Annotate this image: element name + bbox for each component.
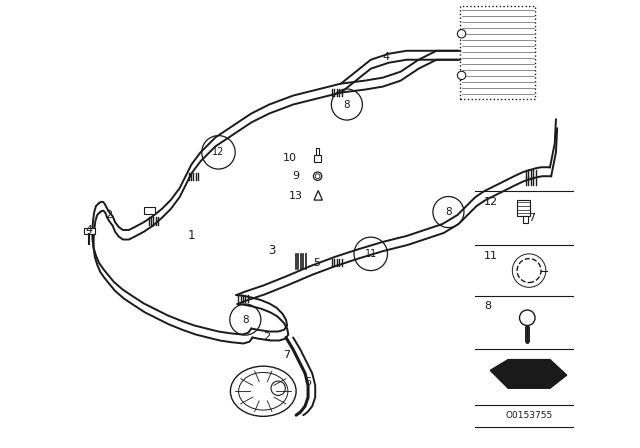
Polygon shape — [490, 360, 566, 388]
Bar — [517, 199, 531, 216]
Text: 7: 7 — [529, 213, 536, 223]
Text: 5: 5 — [314, 258, 321, 268]
Text: 4: 4 — [382, 52, 389, 62]
Bar — [144, 207, 154, 214]
Text: 8: 8 — [484, 301, 492, 311]
Text: 7: 7 — [284, 350, 291, 360]
Bar — [84, 228, 95, 234]
Bar — [460, 6, 535, 99]
Text: O0153755: O0153755 — [506, 411, 553, 420]
Text: 2: 2 — [106, 210, 113, 220]
Text: 11: 11 — [484, 251, 499, 261]
Text: 12: 12 — [212, 147, 225, 157]
Bar — [314, 155, 321, 162]
Text: 13: 13 — [289, 191, 303, 201]
Text: 10: 10 — [283, 153, 297, 163]
Text: 8: 8 — [344, 99, 350, 109]
Text: 1: 1 — [188, 229, 195, 242]
Text: 11: 11 — [365, 249, 377, 259]
Bar — [523, 216, 528, 224]
Text: 3: 3 — [269, 244, 276, 258]
Text: 12: 12 — [484, 197, 499, 207]
Circle shape — [458, 71, 466, 80]
Text: 8: 8 — [242, 314, 249, 324]
Text: 6: 6 — [305, 377, 312, 387]
Text: 8: 8 — [445, 207, 452, 217]
Circle shape — [458, 30, 466, 38]
Text: 9: 9 — [292, 171, 300, 181]
Text: 4: 4 — [85, 225, 92, 235]
Bar — [316, 147, 319, 155]
Text: 2: 2 — [262, 332, 270, 342]
